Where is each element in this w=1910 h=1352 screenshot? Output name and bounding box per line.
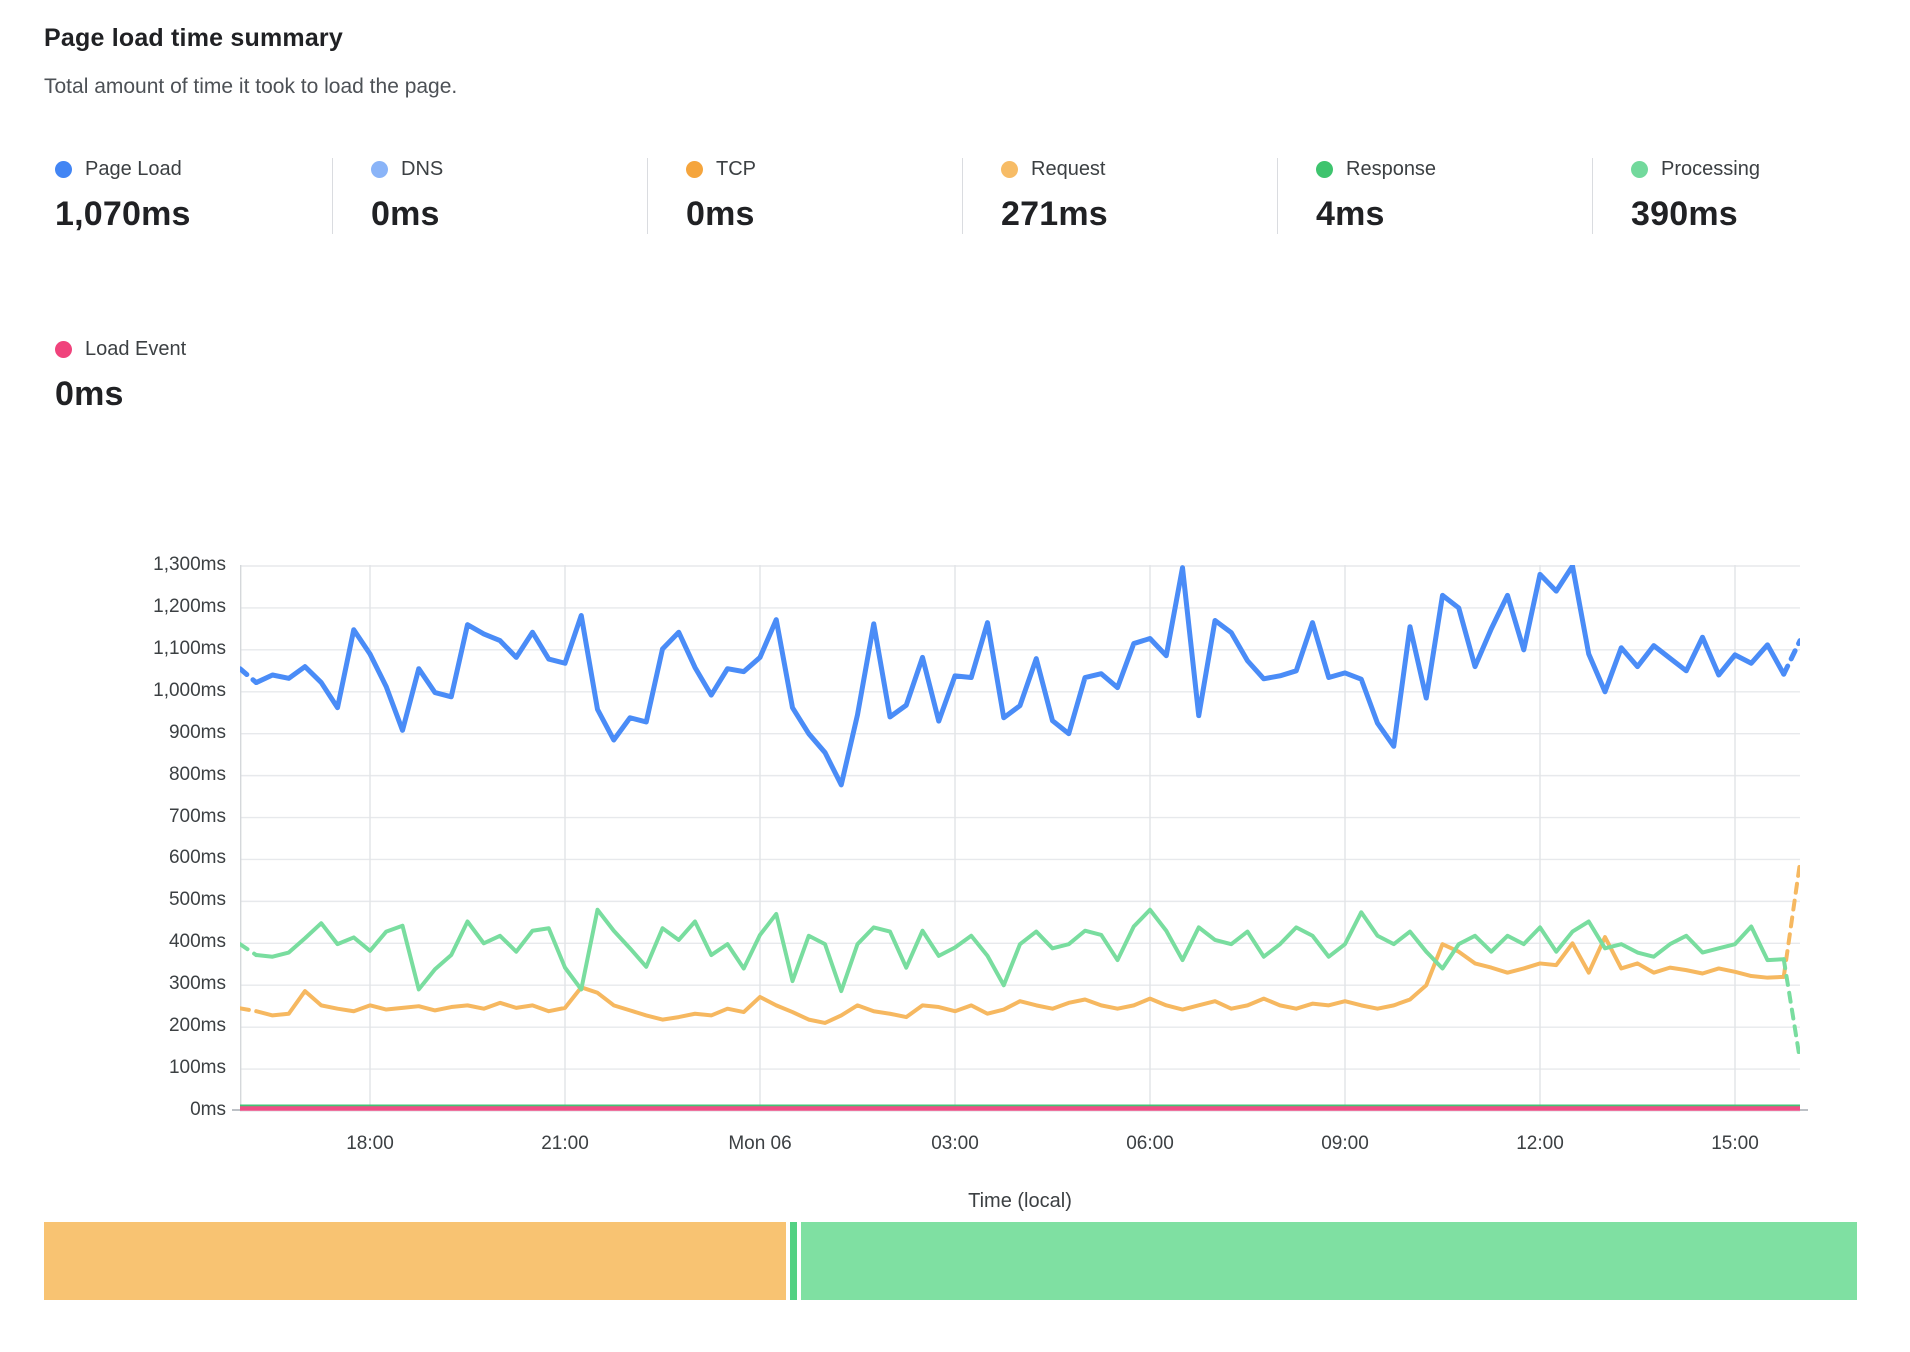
header: Page load time summary Total amount of t… (44, 24, 457, 99)
stat-label: Request (1031, 158, 1106, 180)
bar-segment-request-share (44, 1222, 787, 1300)
bar-segment-gap (797, 1222, 802, 1300)
y-tick-label: 800ms (168, 763, 226, 785)
x-tick-label: 03:00 (931, 1133, 979, 1154)
processing-dot-icon (1631, 161, 1648, 178)
stat-value: 0ms (371, 195, 440, 233)
x-axis-title: Time (local) (968, 1190, 1072, 1212)
y-tick-label: 700ms (168, 805, 226, 827)
y-tick-label: 1,200ms (153, 595, 226, 617)
stat-tcp: TCP 0ms (647, 158, 962, 234)
page-load-dot-icon (55, 161, 72, 178)
y-tick-label: 200ms (168, 1015, 226, 1037)
tcp-dot-icon (686, 161, 703, 178)
y-tick-label: 1,000ms (153, 679, 226, 701)
timing-stats-row-2: Load Event 0ms (44, 338, 186, 414)
y-tick-label: 400ms (168, 931, 226, 953)
y-tick-label: 0ms (190, 1099, 226, 1120)
stat-value: 390ms (1631, 195, 1738, 233)
page-title: Page load time summary (44, 24, 343, 52)
y-tick-label: 900ms (168, 721, 226, 743)
stat-page-load: Page Load 1,070ms (44, 158, 332, 234)
stat-label: Processing (1661, 158, 1760, 180)
x-tick-label: Mon 06 (728, 1133, 792, 1154)
stat-value: 0ms (55, 375, 124, 413)
stat-value: 1,070ms (55, 195, 191, 233)
load-event-dot-icon (55, 341, 72, 358)
response-dot-icon (1316, 161, 1333, 178)
x-tick-label: 18:00 (346, 1133, 394, 1154)
x-tick-label: 06:00 (1126, 1133, 1174, 1154)
page-subtitle: Total amount of time it took to load the… (44, 75, 458, 98)
y-tick-label: 100ms (168, 1057, 226, 1079)
stat-processing: Processing 390ms (1592, 158, 1907, 234)
stat-label: Load Event (85, 338, 187, 360)
x-tick-label: 15:00 (1711, 1133, 1759, 1154)
stat-response: Response 4ms (1277, 158, 1592, 234)
bar-segment-processing-share (801, 1222, 1857, 1300)
request-dot-icon (1001, 161, 1018, 178)
stat-dns: DNS 0ms (332, 158, 647, 234)
stat-label: DNS (401, 158, 444, 180)
stat-value: 4ms (1316, 195, 1385, 233)
x-tick-label: 09:00 (1321, 1133, 1369, 1154)
y-tick-label: 1,100ms (153, 637, 226, 659)
stat-value: 0ms (686, 195, 755, 233)
y-tick-label: 600ms (168, 847, 226, 869)
axis-tick-right (1800, 1109, 1808, 1111)
y-tick-label: 300ms (168, 973, 226, 995)
y-tick-label: 500ms (168, 889, 226, 911)
timeseries-plot (240, 565, 1800, 1112)
stat-value: 271ms (1001, 195, 1108, 233)
stat-load-event: Load Event 0ms (44, 338, 186, 414)
bar-segment-response-share (790, 1222, 798, 1300)
x-tick-label: 12:00 (1516, 1133, 1564, 1154)
x-tick-label: 21:00 (541, 1133, 589, 1154)
bar-segment-gap (786, 1222, 791, 1300)
axis-tick-left (232, 1109, 240, 1111)
stat-label: Response (1346, 158, 1437, 180)
stat-request: Request 271ms (962, 158, 1277, 234)
y-tick-label: 1,300ms (153, 554, 226, 575)
stat-label: TCP (716, 158, 756, 180)
stat-label: Page Load (85, 158, 182, 180)
timing-breakdown-bar (44, 1222, 1857, 1300)
timing-stats-row: Page Load 1,070ms DNS 0ms TCP 0ms Reques… (44, 158, 1907, 234)
dns-dot-icon (371, 161, 388, 178)
